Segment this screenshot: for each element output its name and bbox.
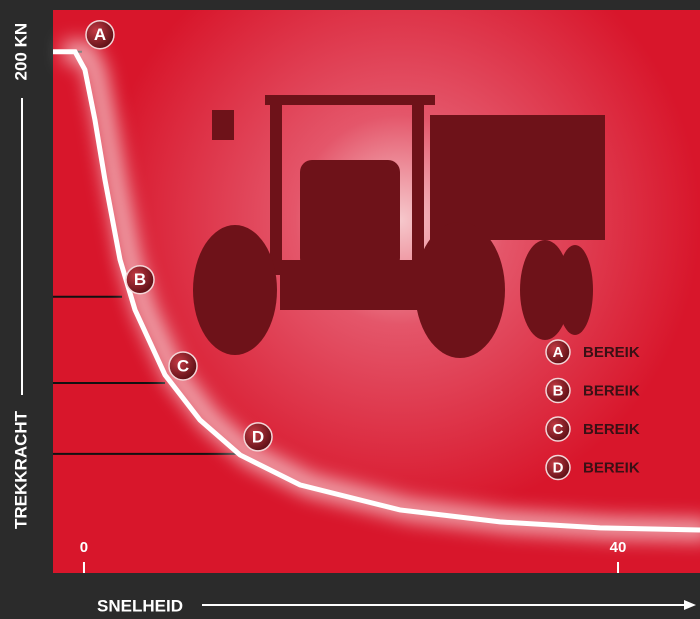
legend-key: A [553,344,564,361]
cab-post [270,105,282,275]
point-label: A [94,25,106,44]
wheel [557,245,593,335]
x-tick-label: 40 [610,539,627,556]
mirror [212,110,234,140]
point-label: C [177,356,189,375]
legend-text: BEREIK [583,459,640,476]
trailer [430,115,605,240]
x-tick-label: 0 [80,539,88,556]
point-label: B [134,270,146,289]
hood [300,160,400,270]
legend-key: D [553,459,564,476]
point-label: D [252,427,264,446]
cab-roof [265,95,435,105]
y-tick-label: 200 KN [11,23,30,81]
y-axis-label: TREKKRACHT [11,410,30,529]
legend-key: C [553,421,564,438]
legend-text: BEREIK [583,421,640,438]
legend-text: BEREIK [583,382,640,399]
axle [280,260,440,310]
legend-key: B [553,382,564,399]
wheel [193,225,277,355]
cab-post [412,105,424,275]
x-axis-label: SNELHEID [97,596,183,615]
chart: 0 40 A A BEREIK B B BEREIK C C BEREIK D D BEREIK TREK… [0,0,700,619]
legend-text: BEREIK [583,344,640,361]
